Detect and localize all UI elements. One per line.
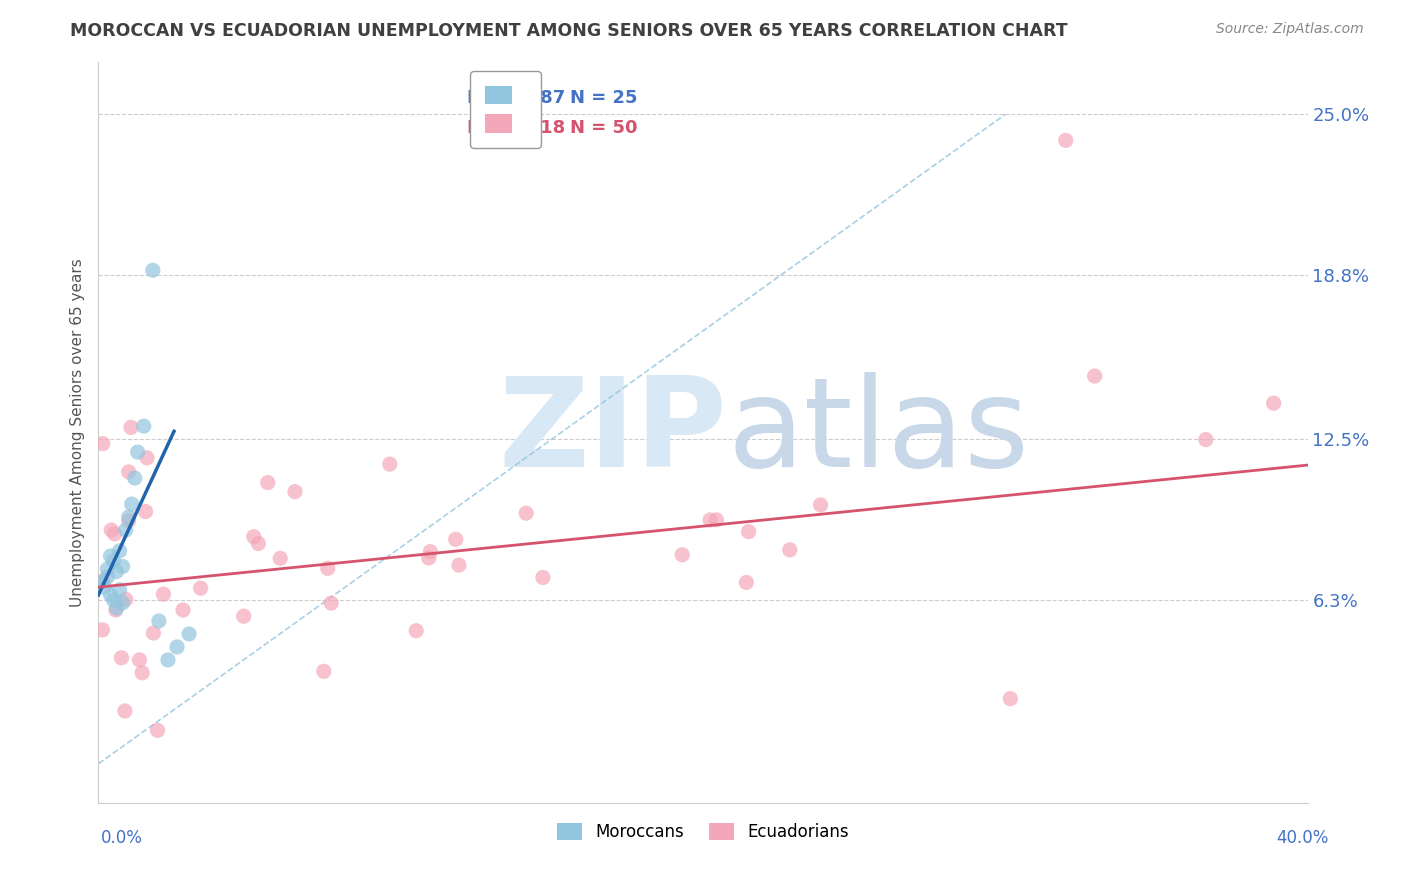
- Point: [531, 570, 554, 584]
- Text: N = 25: N = 25: [569, 89, 637, 107]
- Point: [121, 497, 143, 511]
- Point: [405, 624, 427, 638]
- Point: [779, 542, 801, 557]
- Point: [447, 558, 470, 573]
- Point: [91, 574, 114, 588]
- Point: [91, 436, 114, 450]
- Point: [114, 704, 136, 718]
- Point: [124, 471, 146, 485]
- Point: [118, 465, 141, 479]
- Text: ZIP: ZIP: [499, 372, 727, 493]
- Point: [418, 550, 440, 565]
- Point: [312, 665, 335, 679]
- Point: [810, 498, 832, 512]
- Text: Source: ZipAtlas.com: Source: ZipAtlas.com: [1216, 22, 1364, 37]
- Point: [142, 626, 165, 640]
- Text: R = 0.218: R = 0.218: [467, 119, 565, 136]
- Point: [247, 536, 270, 550]
- Point: [103, 593, 125, 607]
- Point: [148, 614, 170, 628]
- Point: [104, 527, 127, 541]
- Point: [108, 582, 131, 597]
- Point: [104, 603, 127, 617]
- Point: [166, 640, 188, 654]
- Point: [136, 450, 159, 465]
- Point: [132, 419, 155, 434]
- Point: [1084, 369, 1107, 384]
- Point: [316, 561, 339, 575]
- Legend: , : ,: [470, 71, 541, 148]
- Point: [269, 551, 291, 566]
- Point: [114, 592, 136, 607]
- Point: [135, 504, 157, 518]
- Point: [152, 587, 174, 601]
- Point: [91, 623, 114, 637]
- Point: [737, 524, 759, 539]
- Point: [706, 513, 728, 527]
- Point: [378, 457, 401, 471]
- Point: [128, 653, 150, 667]
- Point: [120, 420, 142, 434]
- Point: [142, 263, 165, 277]
- Text: atlas: atlas: [727, 372, 1029, 493]
- Y-axis label: Unemployment Among Seniors over 65 years: Unemployment Among Seniors over 65 years: [69, 259, 84, 607]
- Point: [110, 650, 132, 665]
- Point: [735, 575, 758, 590]
- Point: [284, 484, 307, 499]
- Point: [699, 513, 721, 527]
- Point: [444, 533, 467, 547]
- Point: [114, 523, 136, 537]
- Text: 0.0%: 0.0%: [101, 829, 143, 847]
- Point: [90, 574, 112, 589]
- Point: [1263, 396, 1285, 410]
- Point: [232, 609, 254, 624]
- Point: [118, 510, 141, 524]
- Point: [190, 581, 212, 595]
- Point: [96, 570, 118, 584]
- Point: [111, 596, 134, 610]
- Point: [179, 627, 201, 641]
- Point: [1000, 691, 1022, 706]
- Text: N = 50: N = 50: [569, 119, 637, 136]
- Point: [156, 653, 179, 667]
- Legend: Moroccans, Ecuadorians: Moroccans, Ecuadorians: [550, 816, 856, 848]
- Point: [100, 523, 122, 537]
- Point: [1195, 433, 1218, 447]
- Point: [93, 580, 115, 594]
- Point: [131, 665, 153, 680]
- Point: [515, 506, 537, 520]
- Point: [172, 603, 194, 617]
- Text: 40.0%: 40.0%: [1277, 829, 1329, 847]
- Point: [108, 544, 131, 558]
- Text: R = 0.587: R = 0.587: [467, 89, 565, 107]
- Point: [146, 723, 169, 738]
- Point: [243, 530, 266, 544]
- Point: [105, 601, 128, 615]
- Point: [321, 596, 343, 610]
- Point: [117, 514, 139, 528]
- Point: [96, 562, 118, 576]
- Point: [100, 588, 122, 602]
- Point: [256, 475, 278, 490]
- Point: [127, 445, 149, 459]
- Point: [419, 544, 441, 558]
- Point: [105, 565, 128, 579]
- Point: [100, 549, 122, 563]
- Point: [671, 548, 693, 562]
- Text: MOROCCAN VS ECUADORIAN UNEMPLOYMENT AMONG SENIORS OVER 65 YEARS CORRELATION CHAR: MOROCCAN VS ECUADORIAN UNEMPLOYMENT AMON…: [70, 22, 1069, 40]
- Point: [103, 554, 125, 568]
- Point: [1054, 133, 1077, 147]
- Point: [111, 559, 134, 574]
